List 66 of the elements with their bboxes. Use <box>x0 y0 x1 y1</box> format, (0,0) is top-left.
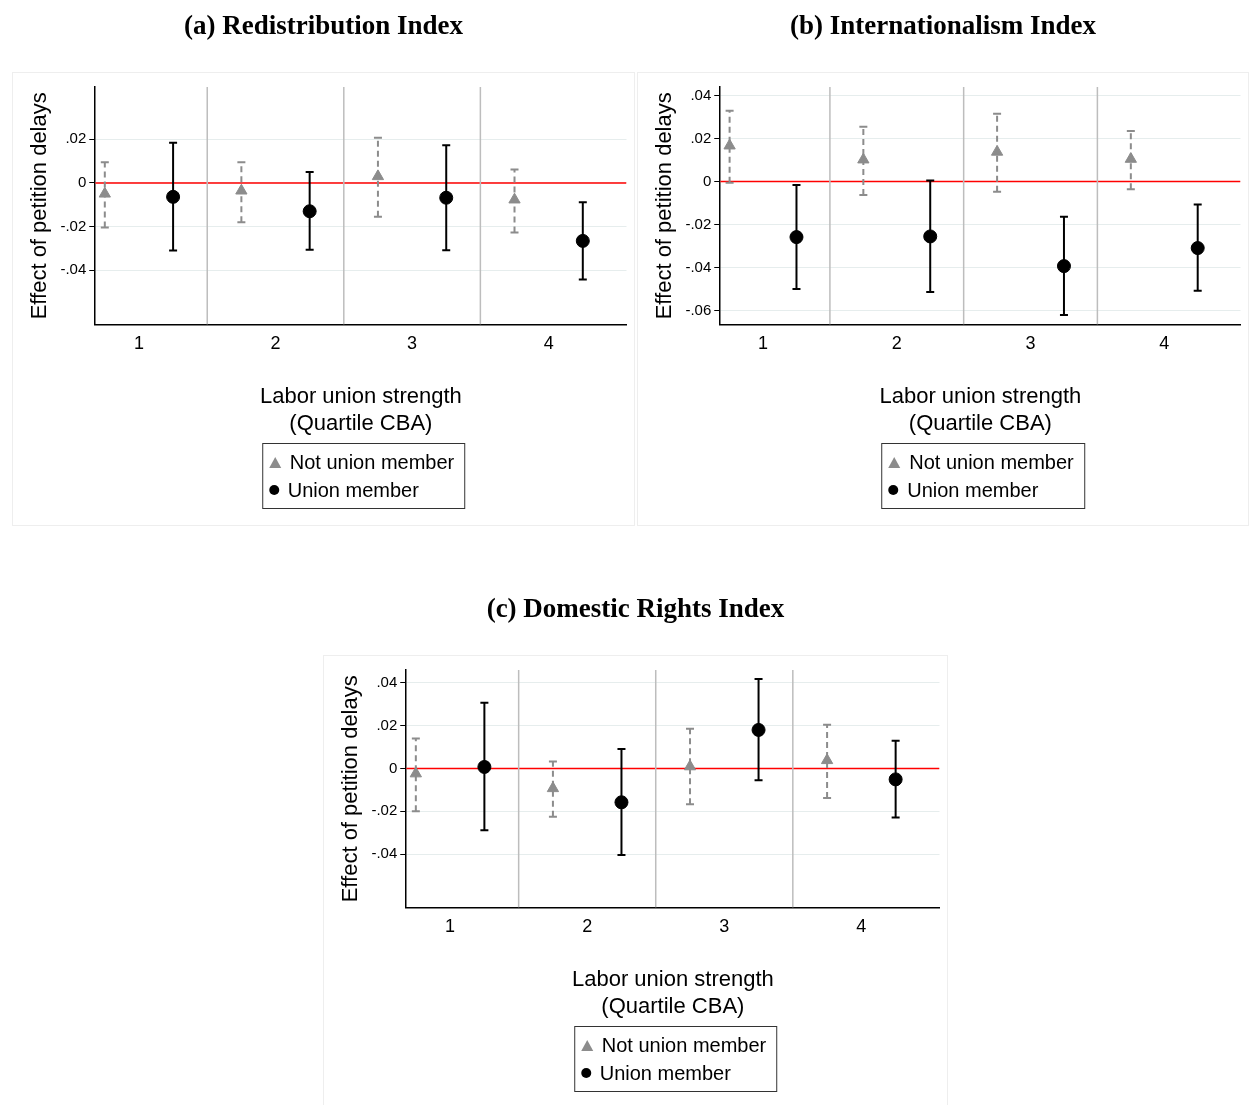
point <box>923 229 938 244</box>
point <box>683 759 697 771</box>
point <box>751 722 766 737</box>
chart-title: (a) Redistribution Index <box>183 9 464 42</box>
point <box>98 186 111 198</box>
x-axis-title: Labor union strength (Quartile CBA) <box>571 966 774 1018</box>
x-tick-label: 1 <box>758 333 769 354</box>
legend-label: Union member <box>907 478 1039 503</box>
legend-label: Union member <box>287 478 419 503</box>
chart-title: (b) Internationalism Index <box>789 9 1097 42</box>
point <box>235 183 248 195</box>
point <box>1124 152 1137 163</box>
point <box>857 152 870 164</box>
y-tick-label: -.02 <box>371 801 398 819</box>
y-axis-title: Effect of petition delays <box>337 675 363 903</box>
y-tick-label: .02 <box>65 129 87 147</box>
x-tick-label: 2 <box>891 333 902 354</box>
x-tick-label: 3 <box>1025 333 1036 354</box>
x-axis-title: Labor union strength (Quartile CBA) <box>259 383 462 435</box>
y-tick-label: -.04 <box>685 257 712 275</box>
y-tick-label: -.04 <box>371 844 398 862</box>
legend-label: Union member <box>599 1061 731 1086</box>
point <box>546 781 560 793</box>
legend-label: Not union member <box>601 1033 767 1058</box>
point <box>614 795 629 810</box>
y-tick-label: 0 <box>77 173 87 191</box>
y-tick-label: -.06 <box>685 300 712 318</box>
y-tick-label: -.04 <box>60 260 87 278</box>
y-tick-label: -.02 <box>685 214 712 232</box>
point <box>477 759 492 774</box>
y-tick-label: 0 <box>388 758 398 776</box>
point <box>789 230 804 245</box>
y-tick-label: -.02 <box>60 216 87 234</box>
x-tick-label: 3 <box>719 916 730 937</box>
x-tick-label: 2 <box>582 916 593 937</box>
y-tick-label: .04 <box>690 85 712 103</box>
point <box>302 204 317 219</box>
legend-label: Not union member <box>289 450 455 475</box>
point <box>166 189 181 204</box>
x-tick-label: 1 <box>445 916 456 937</box>
y-tick-label: 0 <box>702 171 712 189</box>
point <box>371 169 385 181</box>
x-tick-label: 2 <box>270 333 281 354</box>
x-tick-label: 4 <box>856 916 867 937</box>
point <box>888 772 903 787</box>
point <box>723 138 736 150</box>
point <box>990 144 1004 156</box>
y-axis-title: Effect of petition delays <box>26 92 52 320</box>
y-axis-title: Effect of petition delays <box>651 92 677 320</box>
legend-label: Not union member <box>909 450 1074 475</box>
y-tick-label: .02 <box>376 715 398 733</box>
point <box>409 766 422 778</box>
x-tick-label: 1 <box>133 333 144 354</box>
y-tick-label: .04 <box>376 672 398 690</box>
x-tick-label: 4 <box>543 333 554 354</box>
point <box>508 192 521 204</box>
y-tick-label: .02 <box>690 128 712 146</box>
point <box>820 753 834 765</box>
chart-title: (c) Domestic Rights Index <box>485 592 786 625</box>
x-tick-label: 3 <box>407 333 418 354</box>
point <box>1190 241 1205 256</box>
point <box>439 190 454 205</box>
point <box>1056 259 1071 274</box>
x-axis-title: Labor union strength (Quartile CBA) <box>879 383 1082 435</box>
point <box>575 233 590 248</box>
x-tick-label: 4 <box>1159 333 1170 354</box>
